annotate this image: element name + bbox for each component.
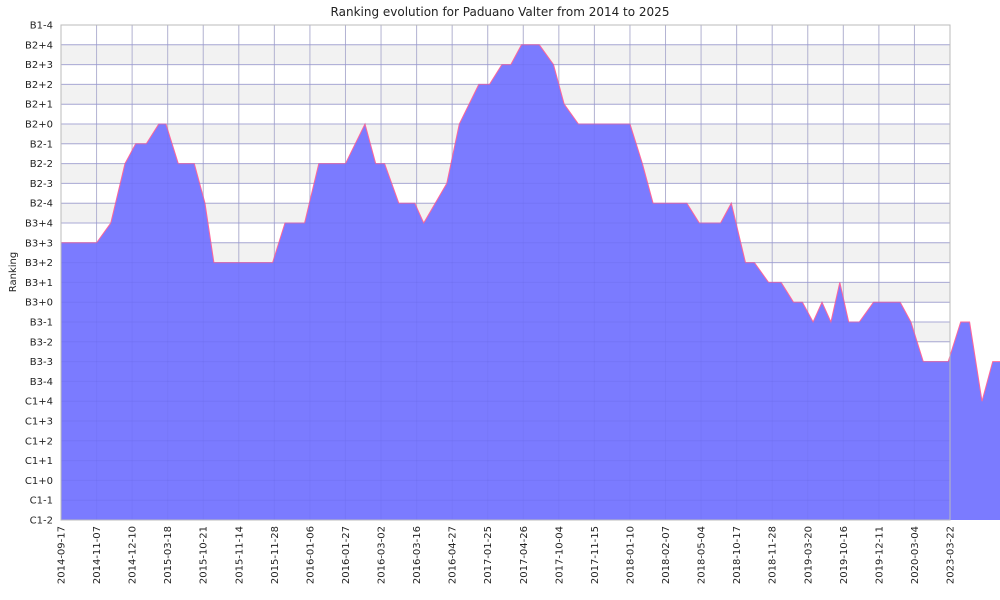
x-tick-label: 2018-10-17 bbox=[732, 526, 743, 584]
y-tick-label: B2+4 bbox=[25, 40, 53, 51]
x-tick-label: 2020-03-04 bbox=[910, 526, 921, 584]
x-tick-label: 2018-02-07 bbox=[661, 526, 672, 584]
y-tick-label: B2-4 bbox=[30, 199, 53, 210]
x-tick-label: 2016-04-27 bbox=[448, 526, 459, 584]
x-tick-label: 2016-01-27 bbox=[341, 526, 352, 584]
y-tick-label: C1+3 bbox=[25, 417, 53, 428]
y-tick-label: B2+3 bbox=[25, 60, 53, 71]
x-tick-labels: 2014-09-17 2014-11-07 2014-12-10 2015-03-18… bbox=[57, 526, 957, 584]
y-tick-label: B2+0 bbox=[25, 120, 53, 131]
y-tick-label: B3+3 bbox=[25, 238, 53, 249]
x-tick-label: 2017-10-04 bbox=[554, 526, 565, 584]
y-tick-label: B3+2 bbox=[25, 258, 53, 269]
y-tick-label: B3-4 bbox=[30, 377, 53, 388]
x-tick-label: 2017-04-26 bbox=[519, 526, 530, 584]
x-tick-label: 2016-03-16 bbox=[412, 526, 423, 584]
x-tick-label: 2014-11-07 bbox=[92, 526, 103, 584]
x-tick-label: 2015-11-28 bbox=[270, 526, 281, 584]
grid-band bbox=[61, 44, 950, 65]
x-tick-label: 2017-01-25 bbox=[483, 526, 494, 584]
y-tick-label: B1-4 bbox=[30, 21, 53, 32]
y-tick-label: C1+4 bbox=[25, 397, 53, 408]
x-tick-label: 2016-03-02 bbox=[377, 526, 388, 584]
x-tick-label: 2014-09-17 bbox=[57, 526, 68, 584]
area-fill bbox=[61, 44, 1000, 520]
y-axis-label: Ranking bbox=[8, 252, 19, 292]
x-tick-label: 2023-03-22 bbox=[946, 526, 957, 584]
y-tick-label: C1-2 bbox=[30, 516, 53, 527]
y-tick-label: B2-3 bbox=[30, 179, 53, 190]
x-tick-label: 2015-03-18 bbox=[163, 526, 174, 584]
x-tick-label: 2019-10-16 bbox=[839, 526, 850, 584]
y-tick-label: B2+1 bbox=[25, 100, 53, 111]
y-tick-label: C1+2 bbox=[25, 436, 53, 447]
x-tick-label: 2019-03-20 bbox=[803, 526, 814, 584]
x-tick-label: 2014-12-10 bbox=[128, 526, 139, 584]
y-tick-label: B3-1 bbox=[30, 318, 53, 329]
x-tick-label: 2016-01-06 bbox=[305, 526, 316, 584]
y-tick-label: B3+1 bbox=[25, 278, 53, 289]
x-tick-label: 2018-11-28 bbox=[768, 526, 779, 584]
x-tick-label: 2015-10-21 bbox=[199, 526, 210, 584]
area-series bbox=[60, 24, 1000, 521]
y-tick-label: B2-1 bbox=[30, 139, 53, 150]
chart-title: Ranking evolution for Paduano Valter fro… bbox=[331, 5, 670, 19]
y-tick-label: B2+2 bbox=[25, 80, 53, 91]
y-tick-label: B2-2 bbox=[30, 159, 53, 170]
y-tick-label: C1+1 bbox=[25, 456, 53, 467]
y-tick-labels: C1-2 C1-1 C1+0 C1+1 C1+2 C1+3 C1+4 B3-4 B3-3 B3-2… bbox=[25, 21, 53, 527]
x-tick-label: 2015-11-14 bbox=[234, 526, 245, 584]
x-tick-label: 2018-05-04 bbox=[697, 526, 708, 584]
y-tick-label: B3+0 bbox=[25, 298, 53, 309]
series-line bbox=[61, 44, 1000, 402]
y-tick-label: B3+4 bbox=[25, 219, 53, 230]
y-tick-label: C1+0 bbox=[25, 476, 53, 487]
x-tick-label: 2018-01-10 bbox=[625, 526, 636, 584]
y-tick-label: B3-2 bbox=[30, 337, 53, 348]
x-tick-label: 2017-11-15 bbox=[590, 526, 601, 584]
y-tick-label: B3-3 bbox=[30, 357, 53, 368]
y-tick-label: C1-1 bbox=[30, 496, 53, 507]
x-tick-label: 2019-12-11 bbox=[874, 526, 885, 584]
plot-border bbox=[60, 24, 951, 521]
